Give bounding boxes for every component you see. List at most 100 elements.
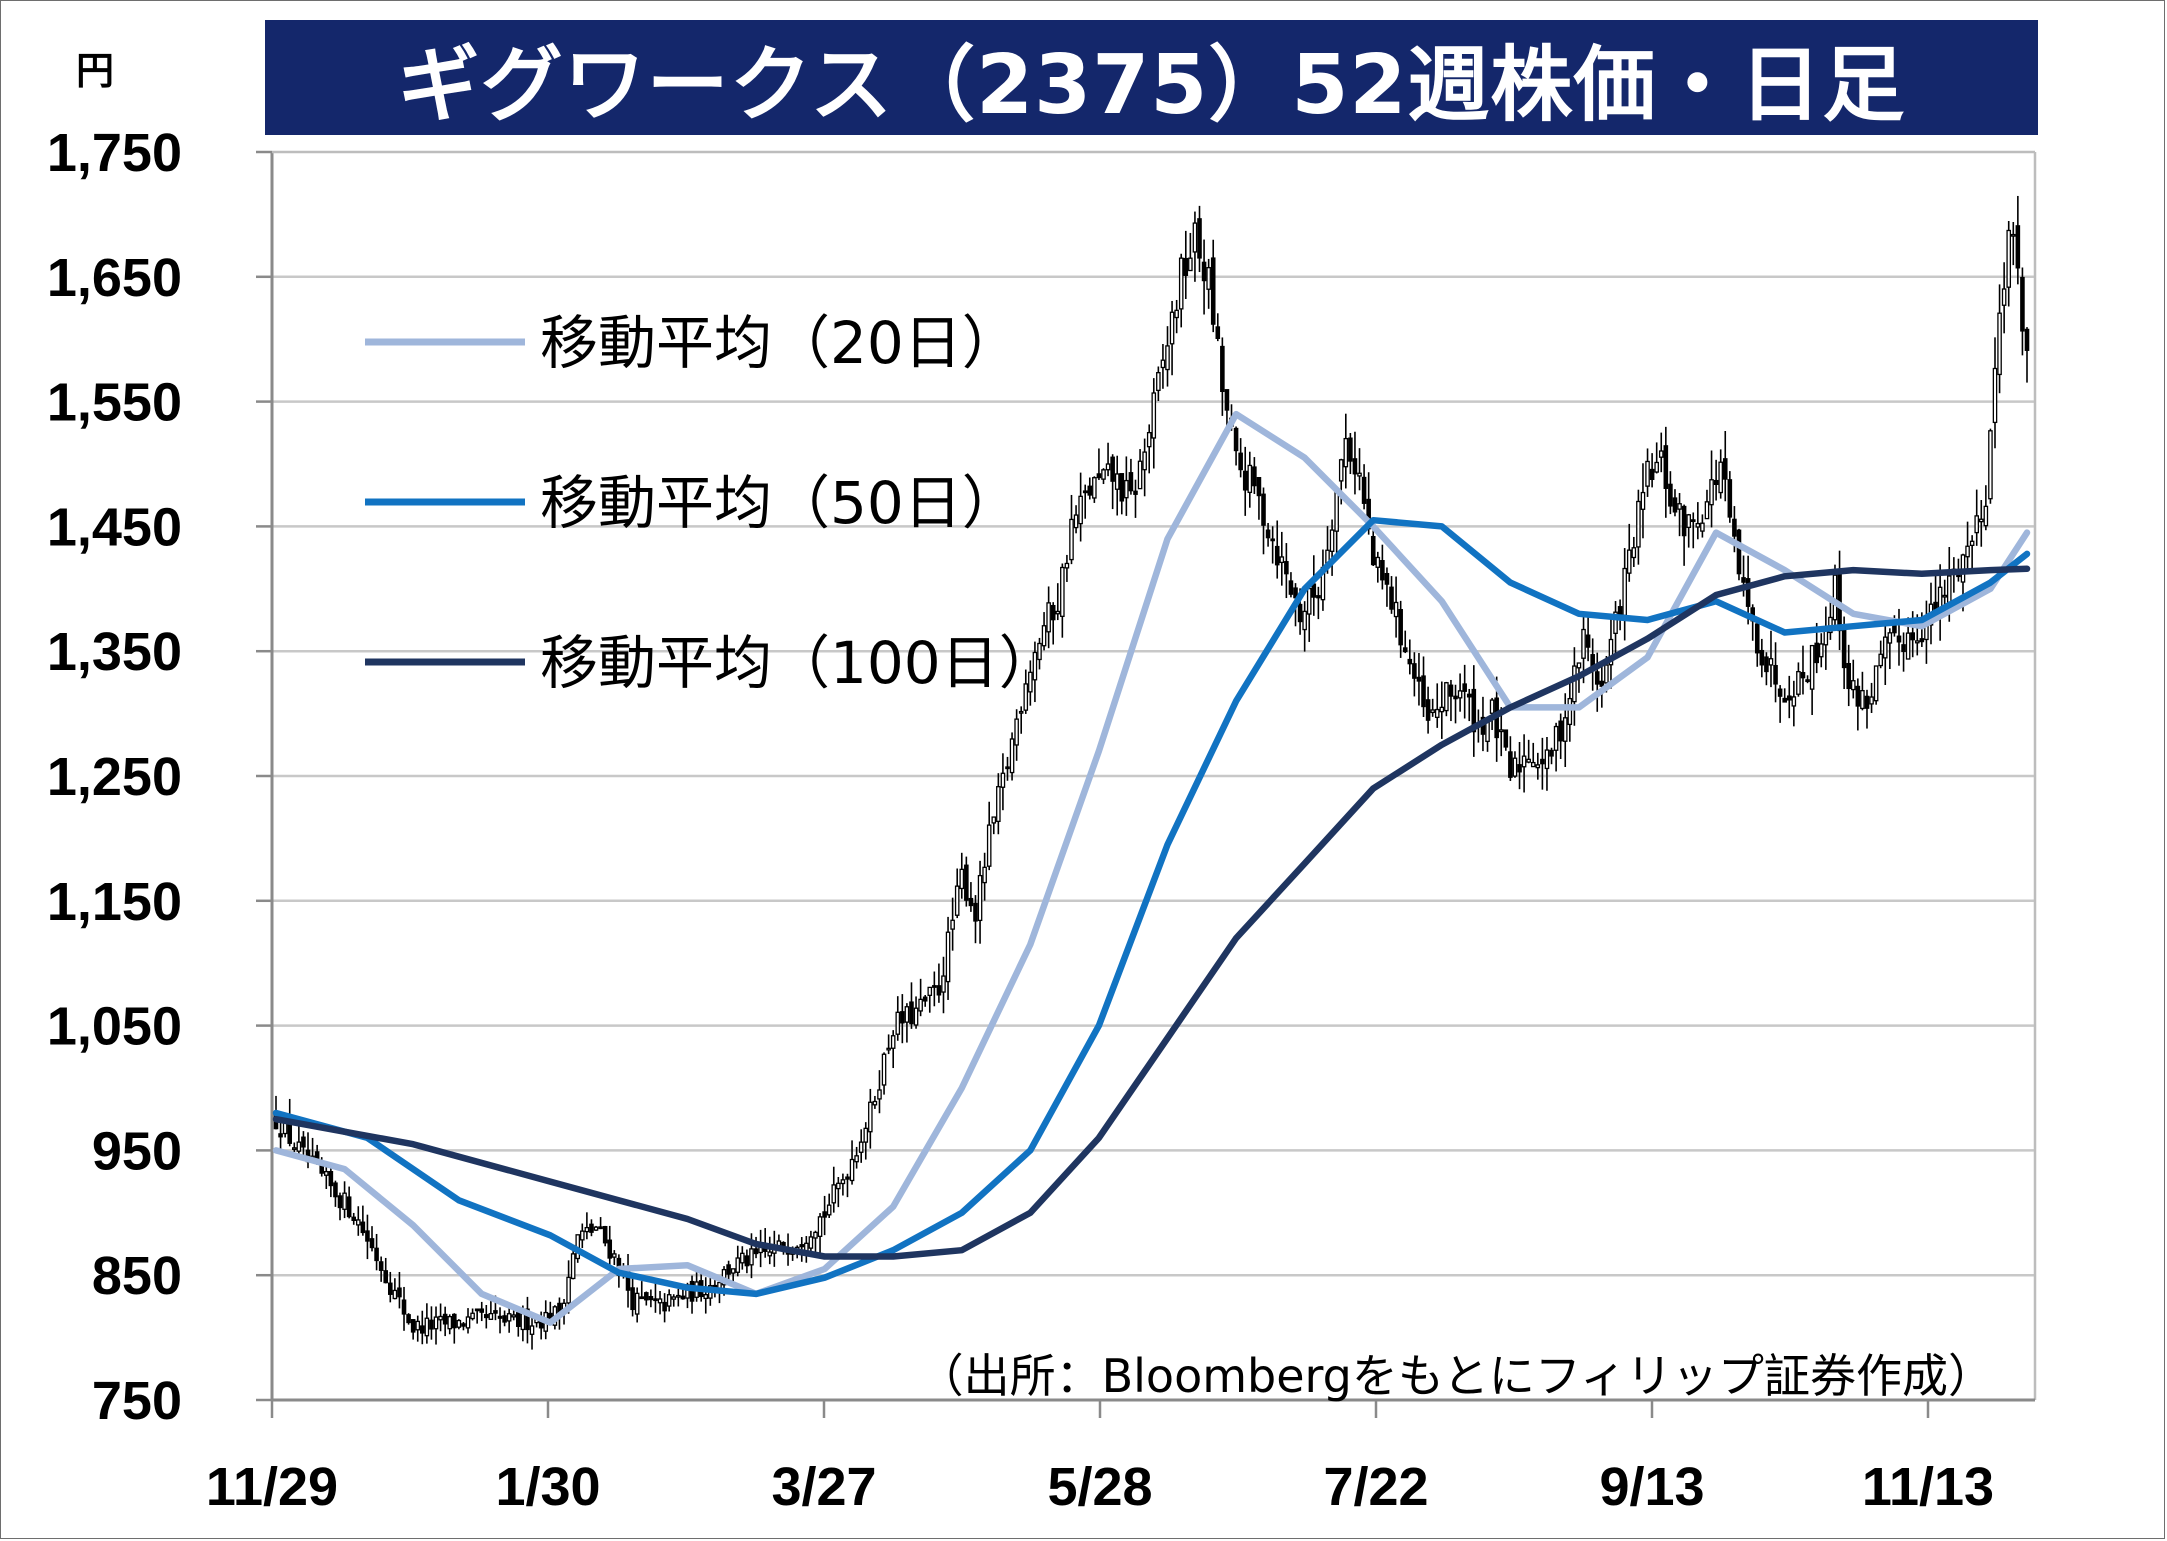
candle-body	[639, 1296, 645, 1300]
candle	[2020, 267, 2025, 356]
candle-body	[511, 1314, 517, 1318]
candle	[1663, 426, 1669, 518]
candle	[1407, 639, 1413, 675]
candle-body	[415, 1320, 421, 1331]
y-tick-label: 750	[92, 1371, 182, 1431]
candle-body	[1471, 688, 1477, 733]
candle	[1119, 473, 1125, 515]
candle-body	[954, 885, 960, 916]
candle-body	[1860, 690, 1865, 710]
candle-body	[1041, 625, 1047, 647]
x-tick-label: 11/13	[1862, 1457, 1994, 1517]
candle-body	[337, 1195, 343, 1209]
candle	[1508, 736, 1513, 781]
candle	[1526, 739, 1531, 764]
x-tick-label: 5/28	[1047, 1457, 1152, 1517]
candle	[959, 852, 965, 899]
candle	[1969, 535, 1975, 570]
candle-body	[854, 1155, 859, 1163]
candle	[1201, 239, 1207, 315]
candle-body	[333, 1182, 338, 1198]
candle	[429, 1306, 434, 1340]
candle-body	[1978, 518, 1984, 523]
candle	[502, 1310, 507, 1327]
candle-body	[1124, 479, 1129, 499]
candle	[1018, 706, 1024, 734]
candle-body	[1069, 518, 1074, 561]
candle	[1466, 688, 1472, 722]
candle-body	[1265, 529, 1271, 539]
candle-body	[895, 1011, 901, 1035]
candle-body	[278, 1133, 283, 1138]
candle-body	[1402, 647, 1408, 653]
candle-body	[479, 1308, 485, 1313]
candle	[1279, 531, 1285, 586]
candle-body	[465, 1316, 471, 1329]
candle-body	[1393, 601, 1399, 618]
candle-body	[612, 1253, 617, 1258]
candle	[424, 1303, 430, 1344]
candle-body	[1398, 609, 1403, 646]
candle	[1224, 389, 1230, 426]
candle-body	[2015, 225, 2021, 269]
candle-body	[502, 1315, 507, 1323]
candle	[936, 963, 942, 1003]
candle-body	[1562, 717, 1568, 742]
candle-body	[580, 1230, 585, 1241]
y-tick-label: 1,350	[47, 622, 182, 682]
candle-body	[1887, 632, 1893, 644]
candle	[1412, 652, 1417, 697]
candle-body	[909, 1001, 914, 1025]
candle-body	[1786, 695, 1792, 701]
candle	[1860, 671, 1865, 711]
candle	[849, 1140, 855, 1185]
candle	[589, 1219, 594, 1237]
candle	[456, 1319, 462, 1330]
candle	[1828, 601, 1833, 640]
candle	[1750, 604, 1755, 641]
candle	[932, 971, 937, 1007]
candle-body	[1544, 749, 1550, 770]
candle	[612, 1250, 617, 1265]
candle-body	[493, 1310, 498, 1314]
candle-body	[1201, 261, 1207, 282]
candle-body	[822, 1211, 827, 1218]
candle-body	[1649, 468, 1655, 480]
candle-body	[1119, 473, 1125, 502]
candle	[1210, 239, 1216, 333]
candle-body	[1910, 632, 1915, 641]
candle-body	[1512, 757, 1518, 777]
candle-body	[1864, 695, 1870, 709]
candle-body	[383, 1270, 389, 1284]
candle-body	[1704, 501, 1710, 520]
candle	[1855, 678, 1861, 731]
candle-body	[1137, 460, 1143, 490]
candle-body	[1009, 738, 1015, 774]
candle-body	[1082, 490, 1088, 494]
candle	[1462, 664, 1467, 719]
candle-body	[644, 1292, 649, 1301]
candle	[1988, 428, 1993, 504]
candle	[525, 1296, 530, 1344]
candle	[1252, 457, 1257, 494]
candle-body	[1668, 483, 1673, 507]
candle-body	[1672, 497, 1678, 513]
candle-body	[1160, 359, 1166, 369]
candle	[1512, 751, 1518, 778]
candle-body	[1503, 729, 1509, 748]
candle	[1082, 484, 1088, 519]
candle	[1215, 313, 1221, 342]
candle	[1009, 732, 1015, 781]
candle	[1759, 638, 1765, 678]
candle-body	[2024, 328, 2030, 351]
candle	[1796, 662, 1801, 697]
candle	[1114, 455, 1120, 516]
candle	[374, 1233, 379, 1271]
candle	[1361, 464, 1367, 510]
x-tick-label: 3/27	[771, 1457, 876, 1517]
candle-body	[410, 1319, 416, 1333]
candle-body	[1352, 458, 1358, 475]
candle	[1343, 413, 1349, 489]
candle	[1786, 675, 1792, 719]
candle-body	[982, 866, 987, 884]
